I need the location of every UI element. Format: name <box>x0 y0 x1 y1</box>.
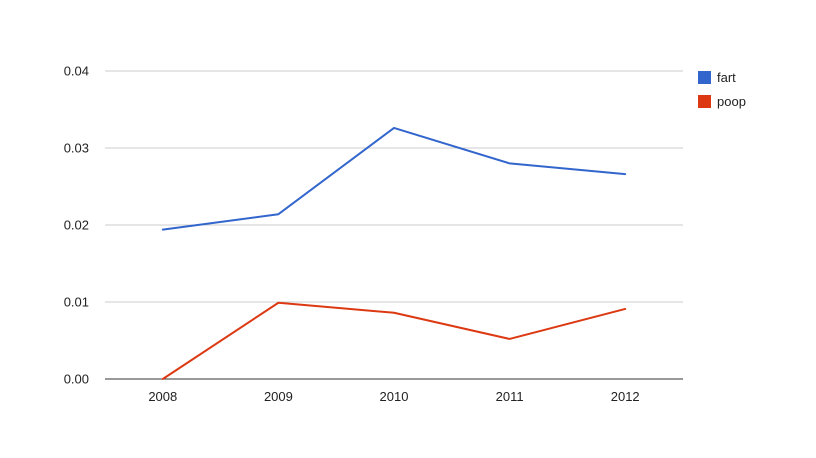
x-tick-label: 2012 <box>611 389 640 404</box>
x-axis: 2008 2009 2010 2011 2012 <box>148 389 639 404</box>
data-point-fart <box>391 125 397 131</box>
data-point-poop <box>160 376 166 382</box>
data-point-poop <box>275 300 281 306</box>
legend: fart poop <box>698 70 746 109</box>
y-tick-label: 0.03 <box>64 141 89 156</box>
data-point-fart <box>160 227 166 233</box>
data-point-poop <box>391 310 397 316</box>
series-line-fart <box>161 126 627 231</box>
x-tick-label: 2011 <box>496 389 524 404</box>
data-point-poop <box>622 306 628 312</box>
series-lines <box>160 125 628 382</box>
data-point-poop <box>507 336 513 342</box>
legend-swatch-poop <box>698 95 711 108</box>
data-point-fart <box>275 211 281 217</box>
legend-label-fart: fart <box>717 70 736 85</box>
y-tick-label: 0.00 <box>64 372 89 387</box>
x-tick-label: 2009 <box>264 389 293 404</box>
data-point-fart <box>507 160 513 166</box>
data-point-fart <box>622 171 628 177</box>
y-axis: 0.00 0.01 0.02 0.03 0.04 <box>64 64 89 387</box>
series-line-poop <box>161 301 627 380</box>
legend-label-poop: poop <box>717 94 746 109</box>
y-tick-label: 0.04 <box>64 64 89 79</box>
x-tick-label: 2010 <box>380 389 409 404</box>
y-tick-label: 0.02 <box>64 218 89 233</box>
legend-swatch-fart <box>698 71 711 84</box>
y-tick-label: 0.01 <box>64 295 89 310</box>
x-tick-label: 2008 <box>148 389 177 404</box>
